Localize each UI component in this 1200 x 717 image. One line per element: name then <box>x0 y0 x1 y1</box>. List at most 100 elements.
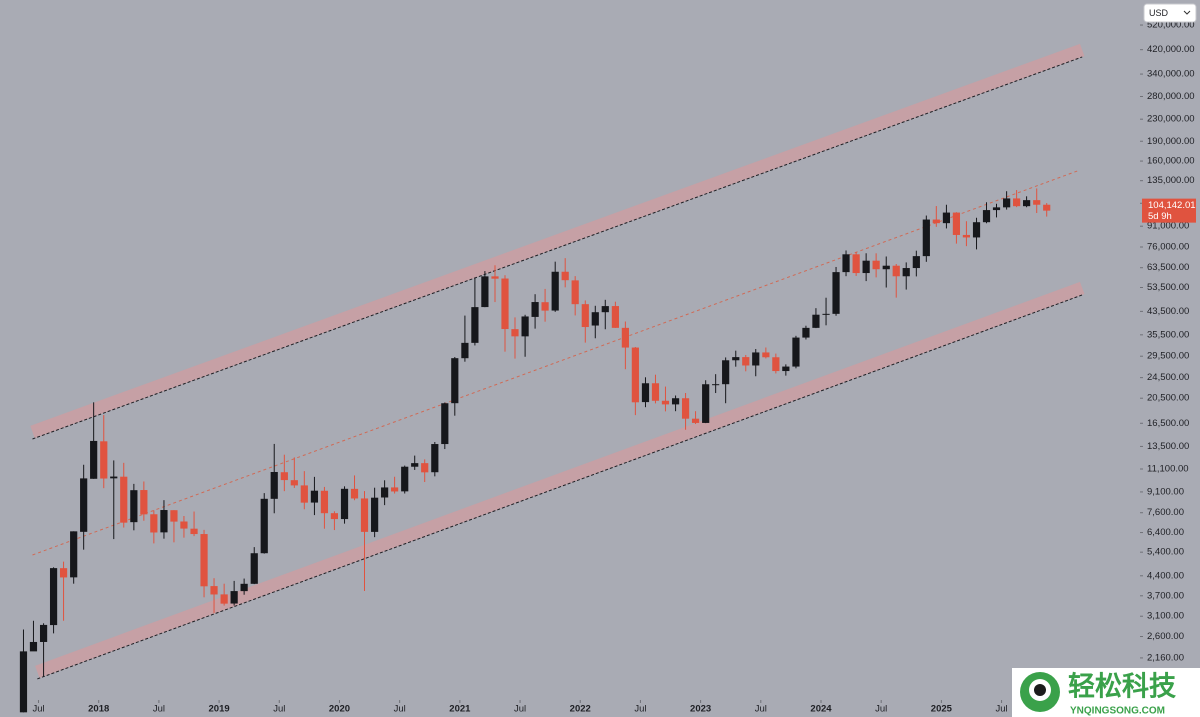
candle-body <box>230 591 238 604</box>
candle-body <box>772 357 780 372</box>
y-tick-label: 160,000.00 <box>1147 156 1195 167</box>
candle-body <box>70 531 78 578</box>
candle-body <box>250 553 258 584</box>
candle-body <box>702 384 710 423</box>
candle-body <box>521 316 529 337</box>
y-tick-label: 190,000.00 <box>1147 136 1195 147</box>
candle-body <box>742 357 750 366</box>
countdown-label: 5d 9h <box>1148 211 1172 222</box>
y-tick-label: 520,000.00 <box>1147 20 1195 31</box>
y-tick-label: 135,000.00 <box>1147 175 1195 186</box>
candle-body <box>631 347 639 403</box>
candle-body <box>220 594 228 604</box>
x-tick-label: Jul <box>153 704 165 715</box>
candle-body <box>411 463 419 467</box>
x-tick-label: Jul <box>514 704 526 715</box>
candle-body <box>421 463 429 473</box>
candle-body <box>952 212 961 235</box>
candle-body <box>1003 198 1011 208</box>
candle-body <box>822 313 830 315</box>
y-tick-label: 280,000.00 <box>1147 91 1195 102</box>
candle-body <box>551 271 559 311</box>
y-tick-label: 4,400.00 <box>1147 570 1184 581</box>
y-tick-label: 76,000.00 <box>1147 242 1189 253</box>
watermark-title: 轻松科技 <box>1068 672 1176 703</box>
y-tick-label: 24,500.00 <box>1147 372 1189 383</box>
currency-button[interactable]: USD <box>1143 3 1197 23</box>
candle-body <box>992 207 1001 211</box>
candle-body <box>712 384 720 386</box>
candle-body <box>461 342 469 359</box>
x-tick-label: 2024 <box>810 704 832 715</box>
candle-body <box>170 510 178 522</box>
candle-body <box>451 358 459 404</box>
candle-body <box>381 487 389 498</box>
candle-body <box>501 278 509 330</box>
candle-body <box>49 568 58 626</box>
watermark-logo-pupil <box>1034 684 1046 696</box>
candle-body <box>491 276 499 279</box>
candle-body <box>641 383 650 403</box>
y-tick-label: 420,000.00 <box>1147 44 1195 55</box>
y-tick-label: 43,500.00 <box>1147 306 1189 317</box>
candle-body <box>621 327 629 348</box>
candle-body <box>872 260 880 270</box>
candle-body <box>260 498 268 554</box>
y-tick-label: 9,100.00 <box>1147 486 1184 497</box>
channel-edge <box>37 294 1083 680</box>
candle-body <box>300 485 308 503</box>
candle-body <box>481 276 489 308</box>
candle-body <box>270 471 278 499</box>
candle-body <box>240 583 248 592</box>
candle-body <box>320 490 329 514</box>
candle-body <box>862 260 870 274</box>
channel-band <box>30 43 1085 439</box>
currency-label[interactable]: USD <box>1149 8 1169 18</box>
y-tick-label: 7,600.00 <box>1147 507 1184 518</box>
y-tick-label: 29,500.00 <box>1147 351 1189 362</box>
x-tick-label: Jul <box>755 704 767 715</box>
watermark: 轻松科技 YNQINGSONG.COM <box>1012 668 1200 717</box>
candle-body <box>792 337 800 367</box>
candle-body <box>130 490 138 523</box>
candle-body <box>280 472 288 481</box>
x-tick-label: 2025 <box>931 704 953 715</box>
candle-body <box>962 234 971 238</box>
candle-body <box>691 418 700 423</box>
candle-body <box>330 513 339 520</box>
y-tick-label: 63,500.00 <box>1147 262 1189 273</box>
candle-body <box>611 306 619 328</box>
candle-body <box>39 624 48 642</box>
x-tick-label: 2018 <box>88 704 109 715</box>
channel-edge <box>32 56 1083 440</box>
candle-body <box>902 268 910 277</box>
y-tick-label: 16,500.00 <box>1147 418 1189 429</box>
candle-body <box>732 357 740 361</box>
candle-body <box>932 219 940 224</box>
candle-body <box>571 280 579 305</box>
currency-button-box[interactable] <box>1143 3 1197 23</box>
candle-body <box>441 403 449 445</box>
y-tick-label: 340,000.00 <box>1147 69 1195 80</box>
candle-body <box>972 222 981 238</box>
candle-body <box>120 476 128 523</box>
axes: 2,160.00 2,600.00 3,100.00 3,700.00 4,400.00… <box>32 20 1194 715</box>
candle-body <box>80 478 88 532</box>
x-tick-label: Jul <box>875 704 887 715</box>
candle-body <box>401 466 409 492</box>
y-tick-label: 230,000.00 <box>1147 114 1195 125</box>
candle-body <box>531 302 539 317</box>
candle-body <box>842 254 850 273</box>
candle-body <box>371 497 379 532</box>
y-tick-label: 3,700.00 <box>1147 590 1184 601</box>
y-tick-label: 5,400.00 <box>1147 547 1184 558</box>
candle-body <box>912 256 920 269</box>
y-tick-label: 91,000.00 <box>1147 221 1189 232</box>
candles <box>19 188 1051 713</box>
candle-body <box>19 651 28 713</box>
candle-body <box>1043 204 1051 211</box>
watermark-url: YNQINGSONG.COM <box>1070 706 1165 717</box>
candle-body <box>832 272 840 314</box>
dropdown-chevron <box>1183 10 1191 15</box>
